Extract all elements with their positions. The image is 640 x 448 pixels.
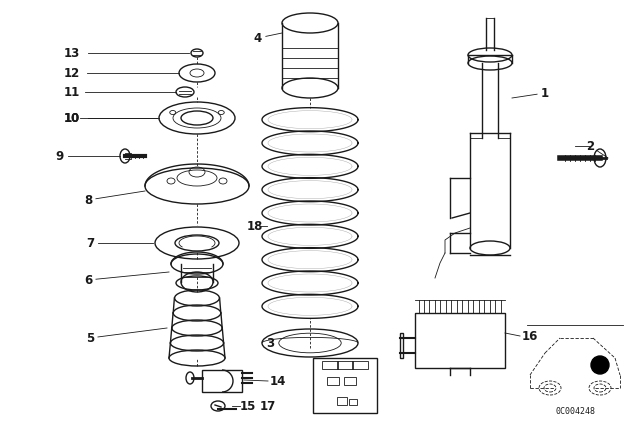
Text: 9: 9 [56, 150, 64, 163]
Bar [344, 377, 356, 385]
Bar [400, 333, 403, 358]
Text: 11: 11 [64, 86, 80, 99]
Bar [349, 399, 357, 405]
Ellipse shape [539, 381, 561, 395]
Bar [202, 370, 242, 392]
Text: 12: 12 [64, 66, 80, 79]
Bar [337, 397, 347, 405]
Text: 3: 3 [266, 336, 274, 349]
Text: 4: 4 [254, 31, 262, 44]
Text: 8: 8 [84, 194, 92, 207]
Text: 16: 16 [522, 329, 538, 343]
Bar [337, 361, 353, 369]
Text: 2: 2 [586, 139, 594, 152]
Bar [352, 361, 368, 369]
Bar [322, 361, 338, 369]
Bar [327, 377, 339, 385]
Bar [313, 358, 377, 413]
Text: 15: 15 [240, 400, 256, 413]
Text: 13: 13 [64, 47, 80, 60]
Ellipse shape [589, 381, 611, 395]
Text: 0C004248: 0C004248 [555, 406, 595, 415]
Text: 14: 14 [270, 375, 286, 388]
Text: 18: 18 [247, 220, 263, 233]
Text: 7: 7 [86, 237, 94, 250]
Text: 6: 6 [84, 273, 92, 287]
Text: 17: 17 [260, 400, 276, 413]
Circle shape [591, 356, 609, 374]
Text: 5: 5 [86, 332, 94, 345]
Bar [415, 313, 505, 368]
Text: 10: 10 [64, 112, 80, 125]
Text: 10: 10 [64, 112, 80, 125]
Text: 1: 1 [541, 86, 549, 99]
